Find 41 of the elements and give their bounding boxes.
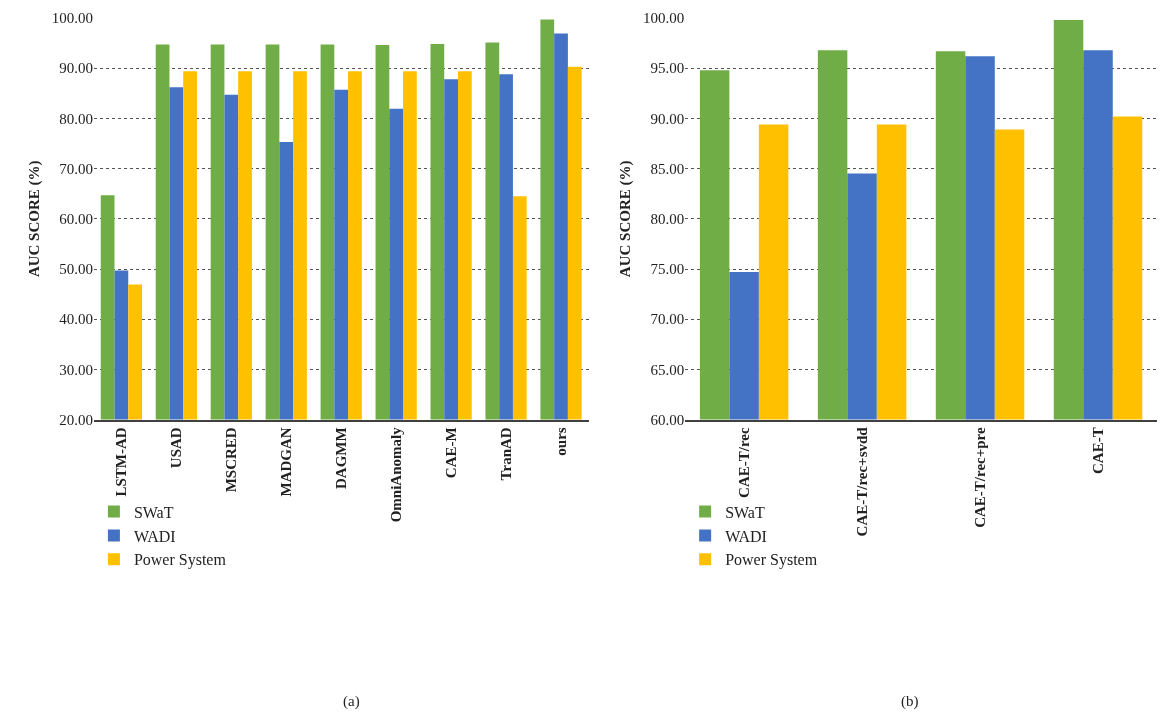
y-tick-label: 85.00 (650, 160, 685, 177)
x-tick-label: LSTM-AD (113, 427, 130, 497)
y-axis-title: AUC SCORE (%) (617, 160, 635, 278)
legend-label: SWaT (725, 503, 765, 521)
y-tick-label: 70.00 (650, 311, 685, 328)
y-tick-label: 20.00 (59, 411, 93, 428)
x-tick-label: ours (552, 427, 569, 456)
y-tick-label: 100.00 (51, 10, 93, 27)
y-tick-label: 65.00 (650, 361, 685, 378)
x-tick-label: CAE-T (1089, 427, 1106, 475)
text: (a) (343, 693, 360, 710)
y-tick-label: 95.00 (650, 60, 685, 77)
legend-label: Power System (725, 551, 818, 570)
legend-label: WADI (133, 527, 176, 545)
legend-label: WADI (725, 527, 767, 545)
y-tick-label: 90.00 (650, 110, 685, 127)
x-tick-label: MSCRED (223, 427, 240, 493)
y-tick-label: 70.00 (59, 160, 93, 177)
x-tick-label: CAE-T/rec+svdd (853, 426, 870, 537)
x-tick-label: CAE-T/rec (736, 427, 752, 498)
y-tick-label: 90.00 (59, 60, 93, 77)
y-tick-label: 60.00 (59, 211, 93, 228)
legend-label: Power System (133, 551, 227, 570)
y-tick-label: 80.00 (59, 110, 93, 127)
y-tick-label: 80.00 (650, 211, 685, 228)
text: (b) (901, 693, 919, 710)
x-tick-label: OmniAnomaly (388, 426, 405, 523)
x-tick-label: TranAD (497, 427, 514, 481)
y-tick-label: 40.00 (59, 311, 93, 328)
x-tick-label: CAE-M (442, 427, 459, 479)
x-tick-label: DAGMM (333, 427, 350, 489)
x-tick-label: USAD (168, 427, 185, 469)
y-tick-label: 30.00 (59, 361, 93, 378)
y-axis-title: AUC SCORE (%) (25, 160, 43, 278)
y-tick-label: 60.00 (650, 411, 685, 428)
y-tick-label: 75.00 (650, 261, 685, 278)
y-tick-label: 100.00 (642, 10, 685, 27)
x-tick-label: MADGAN (278, 427, 295, 497)
x-tick-label: CAE-T/rec+pre (971, 427, 988, 528)
legend-label: SWaT (133, 503, 174, 521)
y-tick-label: 50.00 (59, 261, 93, 278)
